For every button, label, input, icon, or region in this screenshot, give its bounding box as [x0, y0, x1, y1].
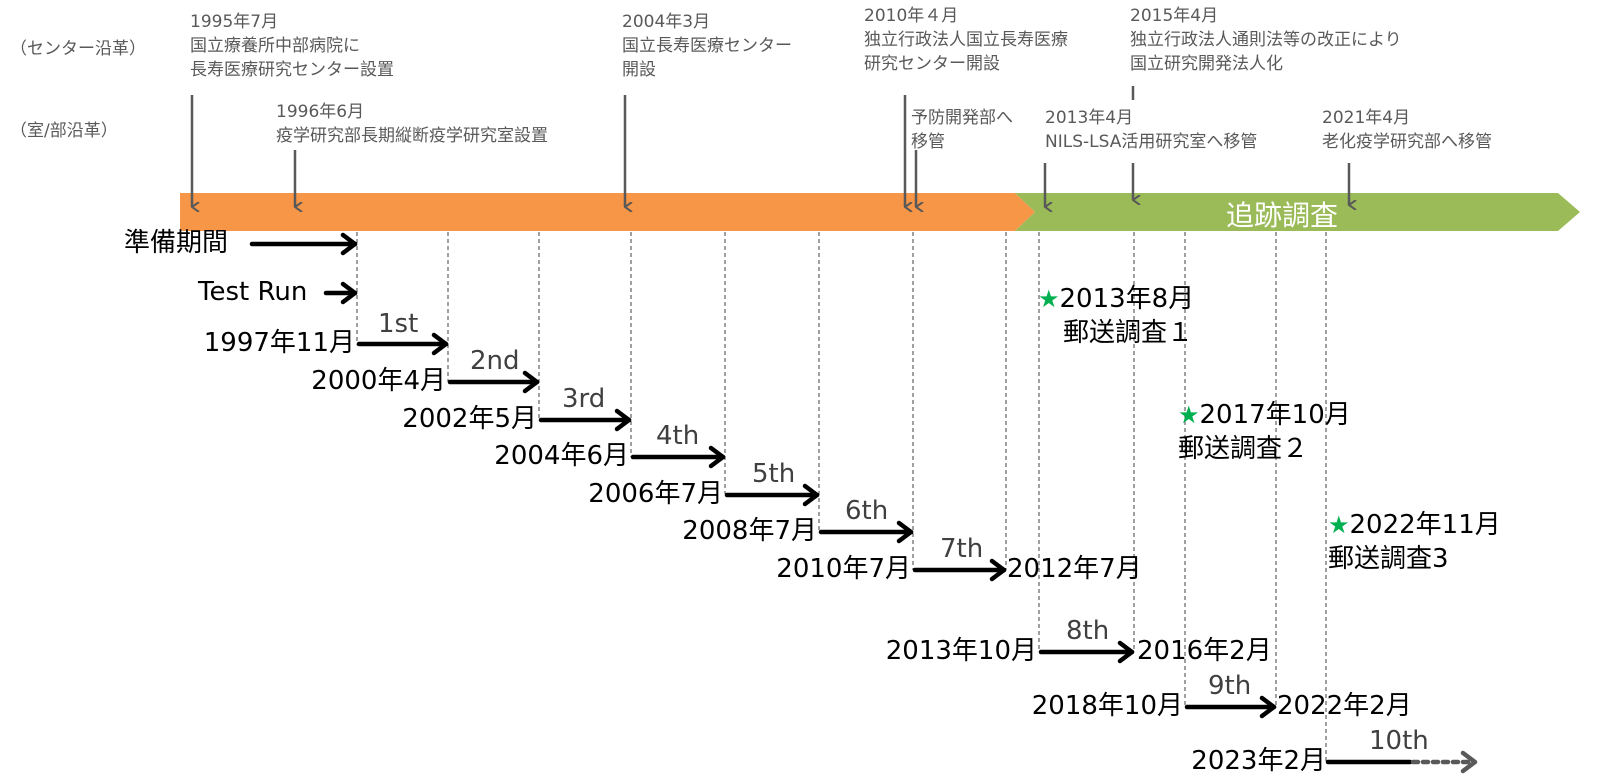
- mail-survey-2: ★2017年10月 郵送調査２: [1178, 398, 1351, 466]
- dept-history-row-label: （室/部沿革）: [10, 121, 118, 141]
- center-history-row-label: （センター沿革）: [10, 39, 146, 59]
- wave-5-name: 5th: [752, 459, 796, 489]
- wave-8-end: 2016年2月: [1137, 636, 1272, 666]
- mail-survey-label: 郵送調査3: [1328, 544, 1449, 574]
- dept-event-2021: 2021年4月 老化疫学研究部へ移管: [1322, 106, 1492, 154]
- wave-1-name: 1st: [378, 309, 419, 339]
- wave-7-start: 2010年7月: [776, 554, 911, 584]
- wave-5-start: 2006年7月: [588, 479, 723, 509]
- event-desc: 国立研究開発法人化: [1130, 54, 1283, 74]
- mail-survey-1: ★2013年8月 郵送調査１: [1038, 282, 1194, 350]
- event-desc: 予防開発部へ: [911, 108, 1013, 128]
- wave-6-start: 2008年7月: [682, 516, 817, 546]
- event-desc: 長寿医療研究センター設置: [190, 60, 394, 80]
- center-event-2015: 2015年4月 独立行政法人通則法等の改正により 国立研究開発法人化: [1130, 4, 1402, 76]
- center-event-2004: 2004年3月 国立長寿医療センター 開設: [622, 10, 792, 82]
- event-date: 1996年6月: [276, 102, 365, 122]
- phase-bar-green: [1015, 193, 1580, 231]
- wave-7-name: 7th: [940, 534, 984, 564]
- wave-6-name: 6th: [845, 496, 889, 526]
- event-desc: 開設: [622, 60, 656, 80]
- wave-7-end: 2012年7月: [1007, 554, 1142, 584]
- event-desc: NILS-LSA活用研究室へ移管: [1045, 132, 1258, 152]
- event-desc: 研究センター開設: [864, 54, 1000, 74]
- event-desc: 疫学研究部長期縦断疫学研究室設置: [276, 126, 548, 146]
- wave-1-start: 1997年11月: [203, 328, 355, 358]
- event-date: 2021年4月: [1322, 108, 1411, 128]
- mail-survey-date: 2017年10月: [1199, 400, 1351, 430]
- wave-9-name: 9th: [1208, 671, 1252, 701]
- center-event-1995: 1995年7月 国立療養所中部病院に 長寿医療研究センター設置: [190, 10, 394, 82]
- wave-4-name: 4th: [656, 421, 700, 451]
- phase-bar-orange: [180, 193, 1035, 231]
- dept-event-prevention: 予防開発部へ 移管: [911, 106, 1013, 154]
- event-date: 2004年3月: [622, 12, 711, 32]
- dashed-guides: [356, 232, 1327, 762]
- event-date: 1995年7月: [190, 12, 279, 32]
- wave-10-name: 10th: [1369, 726, 1429, 756]
- event-desc: 移管: [911, 132, 945, 152]
- event-desc: 国立長寿医療センター: [622, 36, 792, 56]
- star-icon: ★: [1038, 285, 1060, 313]
- wave-8-start: 2013年10月: [885, 636, 1037, 666]
- mail-survey-date: 2022年11月: [1349, 510, 1501, 540]
- event-date: 2015年4月: [1130, 6, 1219, 26]
- event-desc: 独立行政法人国立長寿医療: [864, 30, 1068, 50]
- star-icon: ★: [1328, 511, 1350, 539]
- wave-2-start: 2000年4月: [311, 366, 446, 396]
- mail-survey-label: 郵送調査１: [1063, 318, 1194, 348]
- wave-10-start: 2023年2月: [1191, 746, 1326, 776]
- mail-survey-3: ★2022年11月 郵送調査3: [1328, 508, 1501, 576]
- wave-3-name: 3rd: [562, 384, 606, 414]
- wave-4-start: 2004年6月: [494, 441, 629, 471]
- prep-period-label: 準備期間: [124, 228, 229, 258]
- wave-3-start: 2002年5月: [402, 404, 537, 434]
- wave-9-end: 2022年2月: [1277, 691, 1412, 721]
- event-desc: 国立療養所中部病院に: [190, 36, 360, 56]
- mail-survey-date: 2013年8月: [1059, 284, 1195, 314]
- event-date: 2010年４月: [864, 6, 959, 26]
- event-date: 2013年4月: [1045, 108, 1134, 128]
- event-desc: 老化疫学研究部へ移管: [1322, 132, 1492, 152]
- dept-event-2013: 2013年4月 NILS-LSA活用研究室へ移管: [1045, 106, 1257, 154]
- wave-2-name: 2nd: [470, 346, 520, 376]
- wave-9-start: 2018年10月: [1031, 691, 1183, 721]
- test-run-label: Test Run: [198, 277, 308, 307]
- wave-8-name: 8th: [1066, 616, 1110, 646]
- mail-survey-label: 郵送調査２: [1178, 434, 1309, 464]
- follow-up-phase-label: 追跡調査: [1226, 199, 1339, 232]
- center-event-2010: 2010年４月 独立行政法人国立長寿医療 研究センター開設: [864, 4, 1068, 76]
- star-icon: ★: [1178, 401, 1200, 429]
- dept-event-1996: 1996年6月 疫学研究部長期縦断疫学研究室設置: [276, 100, 548, 148]
- event-desc: 独立行政法人通則法等の改正により: [1130, 30, 1402, 50]
